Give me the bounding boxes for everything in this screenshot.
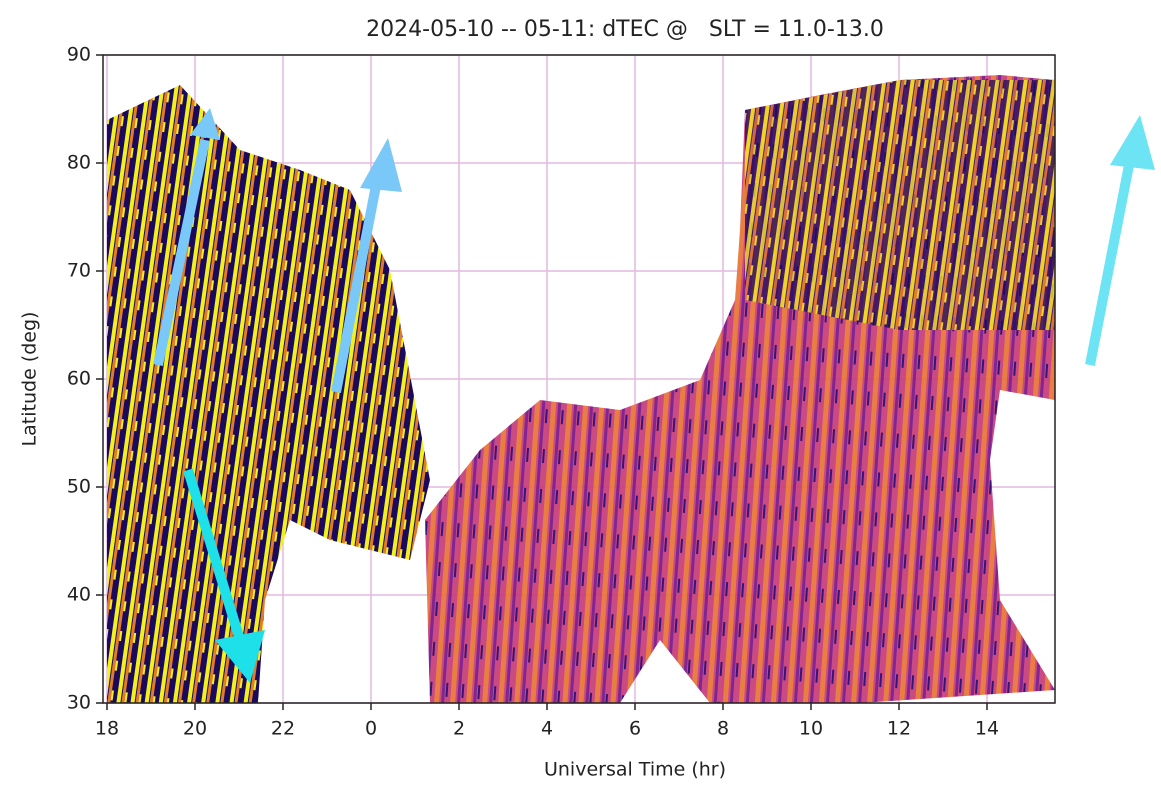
chart-title: 2024-05-10 -- 05-11: dTEC @ SLT = 11.0-1… bbox=[366, 17, 884, 42]
x-tick-label: 6 bbox=[629, 718, 641, 740]
y-tick-label: 50 bbox=[67, 476, 91, 498]
y-tick-label: 70 bbox=[67, 260, 91, 282]
x-tick-label: 10 bbox=[799, 718, 823, 740]
arrow bbox=[153, 138, 210, 367]
x-tick-label: 12 bbox=[887, 718, 911, 740]
y-tick-label: 90 bbox=[67, 44, 91, 66]
data-region bbox=[745, 80, 1055, 330]
arrow-head bbox=[1110, 115, 1155, 170]
y-tick-label: 80 bbox=[67, 152, 91, 174]
arrow bbox=[1085, 159, 1135, 366]
x-tick-label: 4 bbox=[541, 718, 553, 740]
arrow-head bbox=[190, 108, 220, 140]
y-tick-label: 40 bbox=[67, 584, 91, 606]
arrow-head bbox=[215, 630, 265, 683]
annotation-arrows bbox=[153, 108, 1155, 683]
x-tick-label: 14 bbox=[975, 718, 999, 740]
x-tick-label: 20 bbox=[183, 718, 207, 740]
arrow bbox=[331, 164, 385, 393]
y-axis-label: Latitude (deg) bbox=[19, 312, 41, 447]
x-tick-label: 22 bbox=[271, 718, 295, 740]
x-tick-label: 0 bbox=[365, 718, 377, 740]
x-tick-label: 18 bbox=[95, 718, 119, 740]
x-tick-label: 8 bbox=[717, 718, 729, 740]
x-axis-label: Universal Time (hr) bbox=[544, 759, 726, 781]
x-tick-label: 2 bbox=[453, 718, 465, 740]
arrow bbox=[183, 468, 245, 642]
y-tick-label: 30 bbox=[67, 692, 91, 714]
arrow-head bbox=[360, 138, 402, 192]
y-tick-label: 60 bbox=[67, 368, 91, 390]
plot-area bbox=[103, 54, 1055, 704]
